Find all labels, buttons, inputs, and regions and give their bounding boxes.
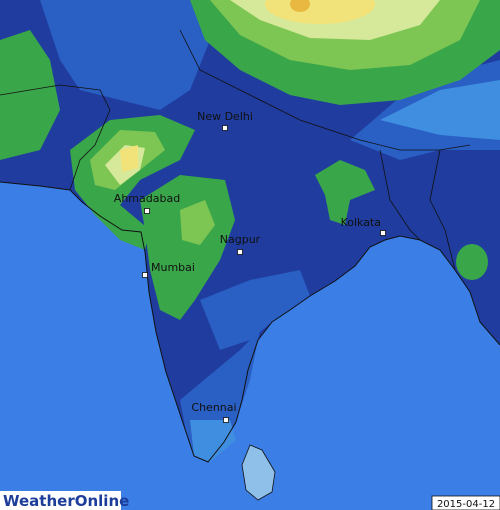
logo-text: WeatherOnline: [3, 492, 129, 510]
city-marker: [222, 125, 228, 131]
precip-orange: [290, 0, 310, 12]
land: [0, 0, 500, 462]
date-box: [431, 495, 500, 510]
precip-green: [0, 30, 60, 160]
precip-band: [200, 270, 310, 350]
border: [0, 84, 111, 191]
precip-green: [315, 160, 375, 225]
precip-lightgreen: [180, 200, 215, 245]
border: [429, 149, 456, 271]
border: [179, 29, 471, 151]
precip-yellow: [120, 145, 138, 172]
city-label: Nagpur: [220, 233, 261, 246]
city-label: New Delhi: [197, 110, 253, 123]
precip-band: [380, 80, 500, 140]
date-stamp: 2015-04-12: [431, 495, 500, 510]
precip-green: [456, 244, 488, 280]
island: [241, 444, 276, 501]
city-label: Kolkata: [341, 216, 381, 229]
precip-band: [190, 420, 236, 462]
logo-box: [0, 491, 121, 510]
city-label: Ahmadabad: [114, 192, 180, 205]
date-text: 2015-04-12: [437, 499, 495, 510]
city-marker: [223, 417, 229, 423]
precip-band: [40, 0, 210, 110]
precip-green: [140, 175, 235, 320]
labels: New Delhi Ahmadabad Mumbai Nagpur Kolkata Che…: [114, 110, 386, 423]
logo: WeatherOnline: [0, 491, 129, 510]
coastline: [0, 181, 500, 463]
city-marker: [142, 272, 148, 278]
city-label: Chennai: [191, 401, 236, 414]
city-marker: [237, 249, 243, 255]
city-marker: [380, 230, 386, 236]
border: [379, 149, 421, 241]
city-label: Mumbai: [151, 261, 195, 274]
city-marker: [144, 208, 150, 214]
